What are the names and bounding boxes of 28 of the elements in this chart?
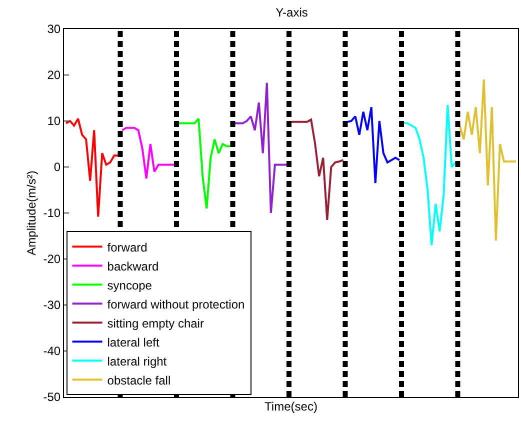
line-series <box>178 118 232 210</box>
y-tick-label: -40 <box>43 344 61 358</box>
legend-label: forward without protection <box>107 297 245 312</box>
y-tick-label: -30 <box>43 298 61 312</box>
y-tick-label: 30 <box>47 22 61 36</box>
chart-title: Y-axis <box>276 5 308 20</box>
line-series <box>402 104 457 246</box>
line-series <box>121 126 176 180</box>
legend-label: lateral right <box>107 354 168 368</box>
line-series <box>234 82 288 214</box>
legend-label: sitting empty chair <box>107 316 204 330</box>
y-tick-label: -50 <box>43 390 61 404</box>
y-tick-label: -20 <box>43 252 61 266</box>
legend-label: forward <box>107 240 148 254</box>
y-axis-title: Amplitude(m/s²) <box>24 170 39 256</box>
y-tick-label: -10 <box>43 206 61 220</box>
legend-label: obstacle fall <box>107 373 171 388</box>
line-series <box>458 78 517 242</box>
legend-label: lateral left <box>107 335 160 350</box>
legend-label: syncope <box>107 278 152 292</box>
line-series <box>290 118 344 221</box>
y-tick-label: 20 <box>47 68 61 82</box>
x-axis-title: Time(sec) <box>264 399 318 414</box>
y-tick-label: 0 <box>54 160 61 174</box>
line-series <box>65 118 120 218</box>
legend-label: backward <box>107 259 159 274</box>
line-series <box>346 106 400 184</box>
y-tick-label: 10 <box>47 114 61 128</box>
